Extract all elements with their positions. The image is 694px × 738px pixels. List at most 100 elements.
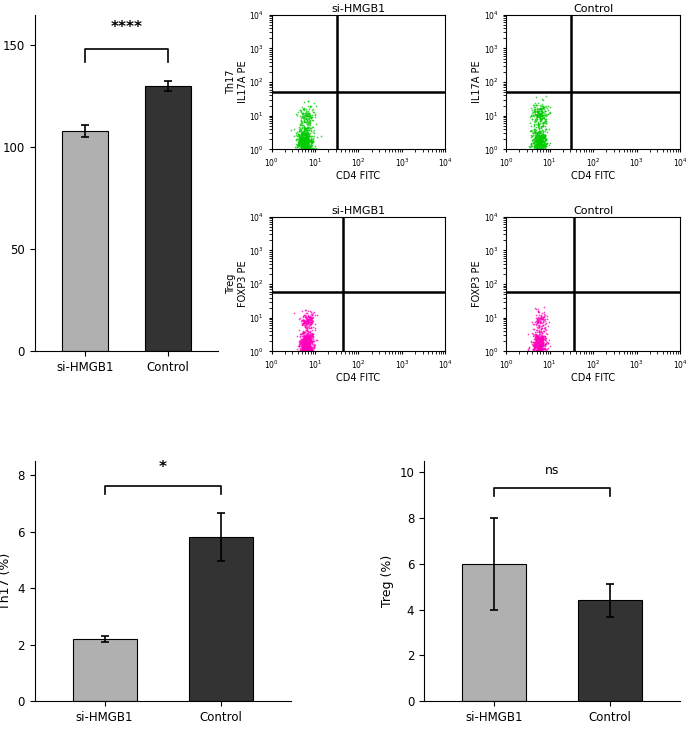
Point (302, 131, 313, 143)
Point (535, 335, 546, 347)
Point (534, 111, 545, 123)
Point (302, 329, 313, 341)
Point (527, 330, 539, 342)
Point (538, 331, 549, 342)
Point (536, 333, 548, 345)
Point (299, 134, 310, 145)
Point (530, 108, 541, 120)
Point (532, 128, 543, 140)
Point (303, 133, 314, 145)
Point (532, 135, 543, 147)
Point (298, 139, 309, 151)
Point (536, 345, 547, 356)
Point (540, 123, 551, 135)
Point (296, 337, 307, 349)
Point (541, 109, 552, 121)
Point (302, 329, 313, 341)
Point (534, 127, 545, 139)
Point (534, 134, 545, 145)
Point (532, 339, 543, 351)
Point (528, 339, 539, 351)
Point (296, 345, 307, 357)
Point (530, 339, 541, 351)
Point (534, 108, 545, 120)
Point (299, 128, 310, 139)
Point (296, 133, 307, 145)
Point (295, 134, 306, 146)
Point (305, 345, 316, 357)
Point (300, 139, 311, 151)
Point (535, 129, 546, 141)
Point (523, 328, 534, 340)
Point (532, 99, 543, 111)
Point (535, 127, 546, 139)
Point (532, 342, 543, 354)
Point (303, 135, 314, 147)
Point (297, 127, 308, 139)
Point (303, 117, 314, 129)
Point (534, 339, 545, 351)
Point (307, 308, 319, 320)
Point (299, 337, 310, 349)
Point (297, 334, 308, 345)
Point (534, 134, 545, 146)
Point (285, 125, 296, 137)
Point (297, 330, 308, 342)
Point (534, 334, 545, 346)
Point (305, 317, 316, 329)
Point (305, 318, 316, 330)
Point (530, 331, 541, 343)
Point (536, 142, 547, 154)
Point (308, 339, 319, 351)
Point (536, 131, 547, 143)
Point (535, 337, 546, 349)
Point (304, 342, 315, 354)
Point (532, 111, 543, 123)
Point (534, 125, 545, 137)
Point (301, 317, 312, 328)
Point (303, 332, 314, 344)
Point (302, 328, 313, 339)
Point (302, 114, 313, 125)
Point (301, 345, 312, 356)
Point (291, 140, 303, 152)
Point (539, 338, 550, 350)
Point (293, 129, 304, 141)
Y-axis label: FOXP3 PE: FOXP3 PE (473, 261, 482, 308)
Point (301, 304, 312, 316)
Point (305, 325, 316, 337)
Point (539, 334, 550, 345)
Point (534, 139, 545, 151)
Point (297, 334, 308, 346)
Point (531, 345, 542, 356)
Point (529, 344, 540, 356)
Point (300, 332, 311, 344)
Point (293, 123, 304, 135)
Point (531, 344, 542, 356)
Point (534, 342, 545, 354)
Point (300, 343, 311, 355)
Point (535, 103, 546, 115)
Point (305, 117, 316, 129)
Point (299, 139, 310, 151)
Point (543, 317, 555, 328)
Point (531, 309, 542, 321)
Point (303, 130, 314, 142)
Point (531, 131, 542, 142)
Point (299, 314, 310, 325)
Point (305, 341, 316, 353)
Point (532, 317, 543, 329)
Point (530, 334, 541, 345)
Point (306, 309, 317, 321)
Point (307, 139, 318, 151)
Point (296, 122, 307, 134)
Point (303, 131, 314, 142)
Point (532, 138, 543, 150)
Point (303, 128, 314, 139)
Point (537, 336, 548, 348)
Point (296, 135, 307, 147)
Point (545, 107, 556, 119)
Point (532, 126, 543, 138)
Point (533, 330, 544, 342)
Point (300, 309, 311, 321)
